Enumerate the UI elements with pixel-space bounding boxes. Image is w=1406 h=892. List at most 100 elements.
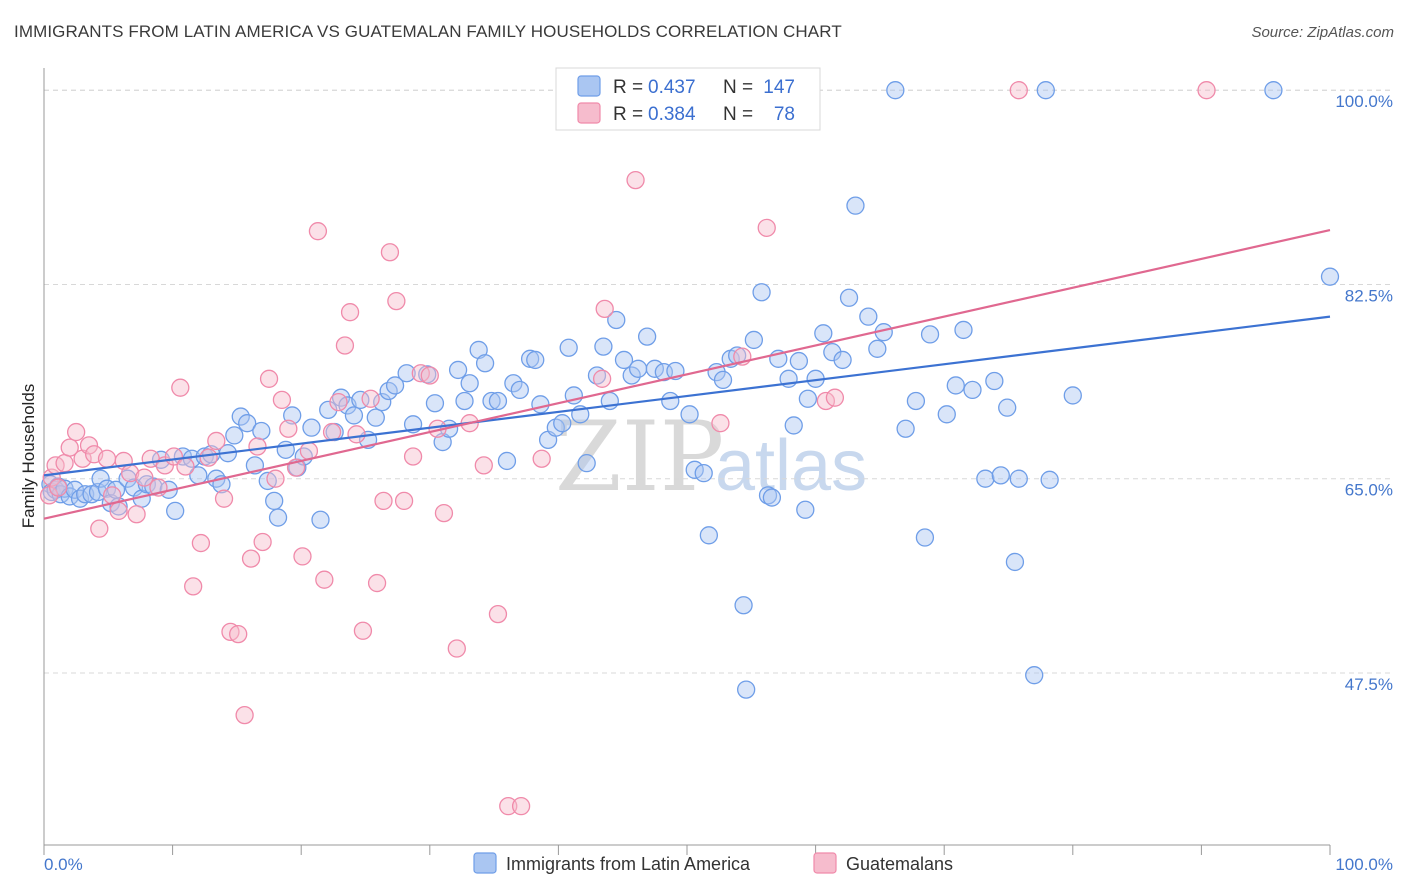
data-point bbox=[499, 797, 518, 816]
series-legend-swatch-pink bbox=[813, 852, 837, 874]
data-point bbox=[253, 532, 272, 552]
legend-swatch-blue bbox=[577, 75, 601, 97]
legend-r-label-pink: R = bbox=[613, 104, 643, 125]
data-point bbox=[886, 81, 905, 100]
data-point bbox=[762, 488, 782, 507]
data-point bbox=[374, 491, 393, 511]
data-point bbox=[259, 369, 279, 388]
data-point bbox=[91, 469, 110, 488]
data-point bbox=[526, 350, 545, 370]
data-point bbox=[587, 366, 607, 385]
data-point bbox=[694, 463, 713, 483]
data-point bbox=[796, 500, 815, 519]
data-point bbox=[335, 336, 355, 355]
data-point bbox=[265, 491, 284, 511]
legend-n-label-pink: N = bbox=[723, 104, 753, 125]
data-point bbox=[482, 391, 501, 411]
data-point bbox=[1197, 81, 1216, 100]
data-point bbox=[1009, 469, 1028, 488]
legend-swatch-pink bbox=[577, 102, 601, 124]
data-point bbox=[1025, 666, 1044, 685]
data-point bbox=[176, 457, 195, 476]
data-point bbox=[920, 325, 940, 344]
x-tick-marks bbox=[43, 845, 1331, 855]
data-point bbox=[713, 370, 733, 390]
data-point bbox=[1320, 267, 1340, 286]
data-point bbox=[699, 526, 719, 545]
data-point bbox=[308, 222, 328, 241]
data-point bbox=[734, 596, 753, 615]
data-point bbox=[833, 350, 852, 370]
data-point bbox=[329, 392, 348, 412]
data-point bbox=[235, 705, 254, 725]
data-point bbox=[1036, 81, 1055, 100]
data-point bbox=[614, 350, 634, 370]
chart-title: IMMIGRANTS FROM LATIN AMERICA VS GUATEMA… bbox=[14, 22, 842, 41]
data-point bbox=[191, 533, 211, 553]
data-point bbox=[387, 291, 406, 311]
data-point bbox=[293, 547, 312, 566]
data-point bbox=[680, 405, 699, 424]
data-point bbox=[166, 501, 185, 521]
series-guatemalans bbox=[39, 81, 1216, 816]
data-point bbox=[266, 469, 285, 488]
data-point bbox=[954, 320, 973, 340]
series-legend-swatch-blue bbox=[473, 852, 497, 874]
data-point bbox=[915, 528, 935, 547]
data-point bbox=[622, 366, 641, 385]
data-point bbox=[135, 468, 154, 487]
data-point bbox=[127, 505, 146, 524]
legend-r-label-blue: R = bbox=[613, 77, 643, 98]
data-point bbox=[67, 422, 86, 442]
y-tick-label: 82.5% bbox=[1345, 286, 1393, 305]
data-point bbox=[403, 447, 423, 466]
data-point bbox=[868, 339, 887, 358]
data-point bbox=[420, 366, 439, 385]
data-point bbox=[311, 510, 330, 529]
data-point bbox=[373, 392, 392, 412]
data-point bbox=[1040, 470, 1059, 489]
data-point bbox=[385, 376, 405, 395]
data-point bbox=[315, 570, 334, 589]
data-point bbox=[48, 478, 68, 497]
data-point bbox=[896, 419, 915, 438]
data-point bbox=[231, 407, 250, 426]
data-point bbox=[626, 170, 645, 190]
data-point bbox=[79, 436, 99, 455]
data-point bbox=[510, 380, 529, 400]
data-point bbox=[361, 389, 380, 408]
data-point bbox=[272, 390, 292, 410]
data-point bbox=[825, 388, 845, 407]
correlation-legend: R = 0.437 N = 147 R = 0.384 N = 78 bbox=[555, 67, 821, 131]
source-credit: Source: ZipAtlas.com bbox=[1251, 24, 1394, 41]
data-point bbox=[737, 680, 756, 699]
data-point bbox=[906, 391, 926, 411]
data-point bbox=[394, 491, 414, 511]
y-tick-labels: 47.5% 65.0% 82.5% 100.0% bbox=[1335, 92, 1393, 694]
data-point bbox=[366, 408, 385, 427]
data-point bbox=[553, 414, 572, 433]
data-point bbox=[347, 425, 366, 444]
data-point bbox=[559, 338, 578, 357]
data-point bbox=[448, 360, 468, 380]
data-point bbox=[661, 391, 680, 411]
trend-line-blue bbox=[43, 315, 1331, 477]
data-point bbox=[380, 243, 400, 262]
data-point bbox=[577, 454, 596, 473]
data-point bbox=[367, 573, 387, 593]
series-legend-label-pink: Guatemalans bbox=[846, 854, 953, 874]
data-point bbox=[474, 456, 493, 475]
x-tick-label-max: 100.0% bbox=[1335, 855, 1393, 874]
data-point bbox=[225, 426, 244, 445]
data-point bbox=[504, 374, 523, 393]
data-point bbox=[963, 380, 982, 400]
y-tick-label: 47.5% bbox=[1345, 675, 1393, 694]
data-point bbox=[171, 378, 190, 397]
data-point bbox=[607, 310, 626, 330]
data-point bbox=[340, 303, 360, 322]
data-point bbox=[252, 421, 271, 441]
data-point bbox=[214, 489, 234, 508]
data-point bbox=[488, 391, 508, 411]
data-point bbox=[353, 621, 373, 640]
